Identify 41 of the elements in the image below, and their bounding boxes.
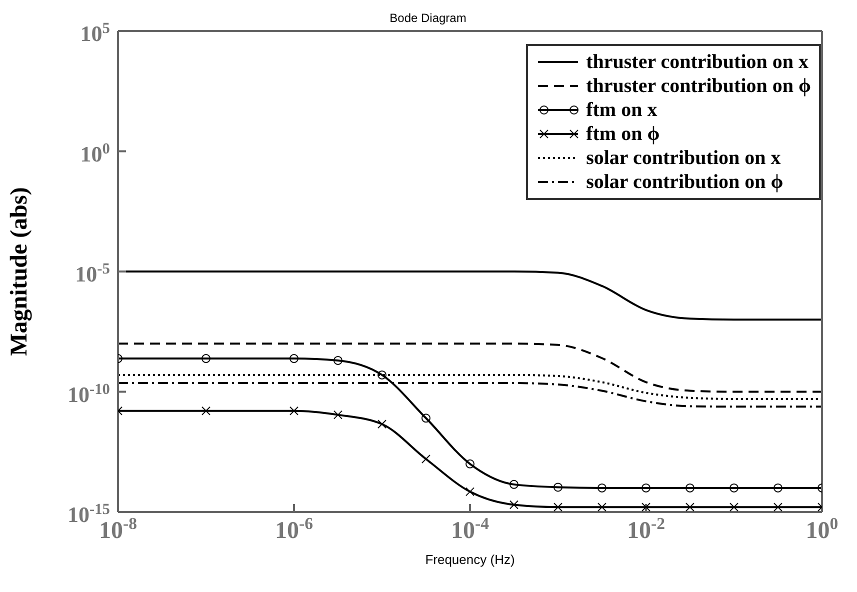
y-tick-label: 10$^{5}$ (80, 20, 110, 46)
point (378, 420, 386, 429)
point (685, 483, 694, 492)
y-tick-label: 10$^{-5}$ (75, 260, 110, 286)
point (685, 502, 694, 512)
point (597, 483, 606, 492)
point (378, 370, 386, 380)
point (333, 410, 342, 420)
point (509, 480, 518, 489)
point (642, 502, 650, 512)
point (421, 414, 430, 423)
point (466, 459, 474, 468)
point (290, 406, 298, 416)
point (509, 500, 518, 510)
legend-label: thruster contribution on x (586, 50, 809, 74)
point (554, 502, 562, 512)
y-tick-label: 10$^{-10}$ (67, 380, 110, 407)
point (554, 482, 562, 492)
x-tick-label: 10$^{0}$ (806, 514, 838, 544)
legend-label: solar contribution on x (586, 146, 781, 170)
legend-label: ftm on x (586, 98, 658, 122)
legend-label: ftm on ϕ (586, 122, 660, 146)
chart-title: Bode Diagram (390, 11, 466, 25)
point (642, 483, 650, 492)
point (290, 354, 298, 364)
point (421, 454, 430, 464)
x-tick-label: 10$^{-6}$ (275, 514, 313, 544)
point (773, 502, 782, 512)
point (730, 483, 738, 492)
x-tick-label: 10$^{-2}$ (627, 514, 665, 544)
point (333, 356, 342, 365)
point (773, 483, 782, 492)
point (730, 502, 738, 512)
x-tick-label: 10$^{-4}$ (451, 514, 490, 544)
point (466, 487, 474, 496)
legend-label: thruster contribution on ϕ (586, 74, 811, 98)
x-axis-title: Frequency (Hz) (425, 552, 515, 567)
point (597, 502, 606, 512)
y-axis-title: Magnitude (abs) (6, 187, 33, 356)
y-tick-label: 10$^{0}$ (80, 140, 110, 166)
legend-label: solar contribution on ϕ (586, 170, 784, 194)
